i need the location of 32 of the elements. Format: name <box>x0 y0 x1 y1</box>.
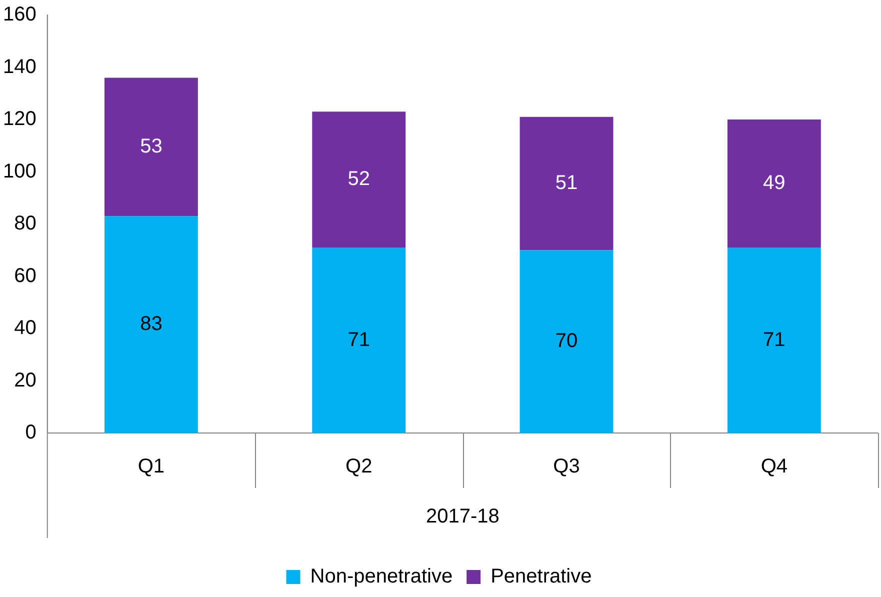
bar <box>312 248 406 433</box>
data-label: 53 <box>140 135 162 158</box>
data-label: 83 <box>140 313 162 336</box>
bar <box>312 112 406 248</box>
y-tick-label: 140 <box>2 56 36 78</box>
x-tick-label: Q1 <box>138 456 165 478</box>
y-tick-label: 40 <box>14 317 36 340</box>
bar <box>520 116 614 250</box>
x-tick-label: Q4 <box>760 456 788 478</box>
bar <box>104 78 198 216</box>
x-axis-title: 2017-18 <box>426 506 500 528</box>
y-tick-label: 80 <box>14 212 36 235</box>
y-tick-label: 120 <box>2 108 36 130</box>
bar <box>104 216 198 433</box>
data-label: 70 <box>555 330 578 352</box>
bar <box>727 120 821 248</box>
data-label: 52 <box>348 168 370 190</box>
data-label: 71 <box>763 328 786 351</box>
y-tick-label: 160 <box>2 4 36 26</box>
bar <box>727 248 821 433</box>
data-label: 49 <box>763 172 786 194</box>
y-tick-label: 60 <box>14 264 36 287</box>
data-label: 51 <box>555 172 578 194</box>
legend-label: Penetrative <box>490 566 592 588</box>
data-label: 71 <box>348 328 370 351</box>
y-tick-label: 20 <box>14 369 36 392</box>
legend-label: Non-penetrative <box>310 566 453 588</box>
x-tick-label: Q3 <box>553 456 580 478</box>
x-tick-label: Q2 <box>346 456 372 478</box>
y-tick-label: 0 <box>25 422 36 444</box>
bar <box>520 250 614 433</box>
y-tick-label: 100 <box>2 160 36 182</box>
